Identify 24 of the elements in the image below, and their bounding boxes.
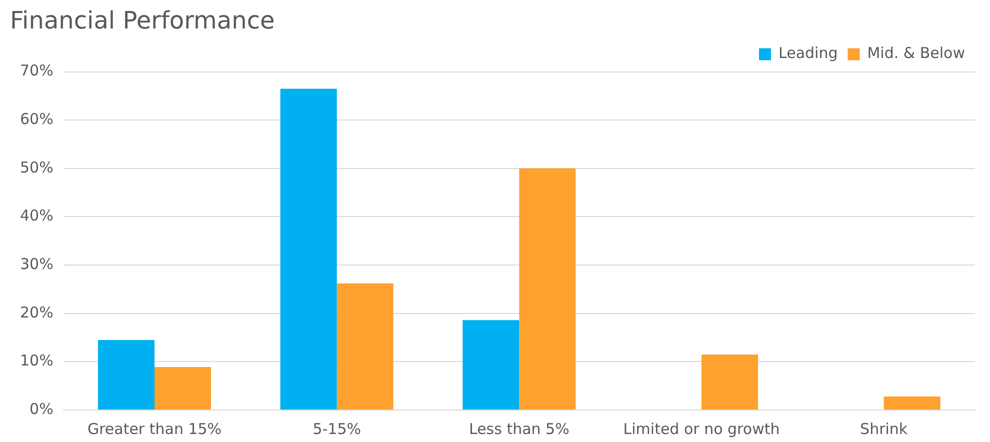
y-tick-label: 0% — [30, 400, 54, 418]
bar — [98, 340, 155, 410]
y-tick-label: 70% — [20, 62, 54, 80]
x-tick-label: 5-15% — [312, 420, 361, 438]
x-tick-label: Less than 5% — [468, 420, 570, 438]
legend-label: Leading — [778, 44, 838, 62]
y-tick-label: 60% — [20, 110, 54, 128]
y-tick-label: 50% — [20, 158, 54, 176]
y-tick-label: 40% — [20, 206, 54, 225]
legend-label: Mid. & Below — [867, 44, 965, 62]
chart-title: Financial Performance — [10, 6, 275, 35]
bar — [884, 396, 940, 410]
bar — [462, 320, 520, 410]
x-tick-label: Limited or no growth — [623, 420, 780, 438]
bar — [519, 168, 576, 410]
bar — [154, 367, 212, 410]
y-tick-label: 30% — [20, 254, 54, 273]
bar — [702, 354, 758, 410]
x-tick-label: Shrink — [860, 420, 908, 438]
bar — [280, 88, 337, 410]
x-tick-label: Greater than 15% — [87, 420, 222, 438]
y-tick-label: 20% — [20, 303, 54, 322]
y-tick-label: 10% — [20, 352, 54, 370]
bar — [336, 283, 394, 410]
